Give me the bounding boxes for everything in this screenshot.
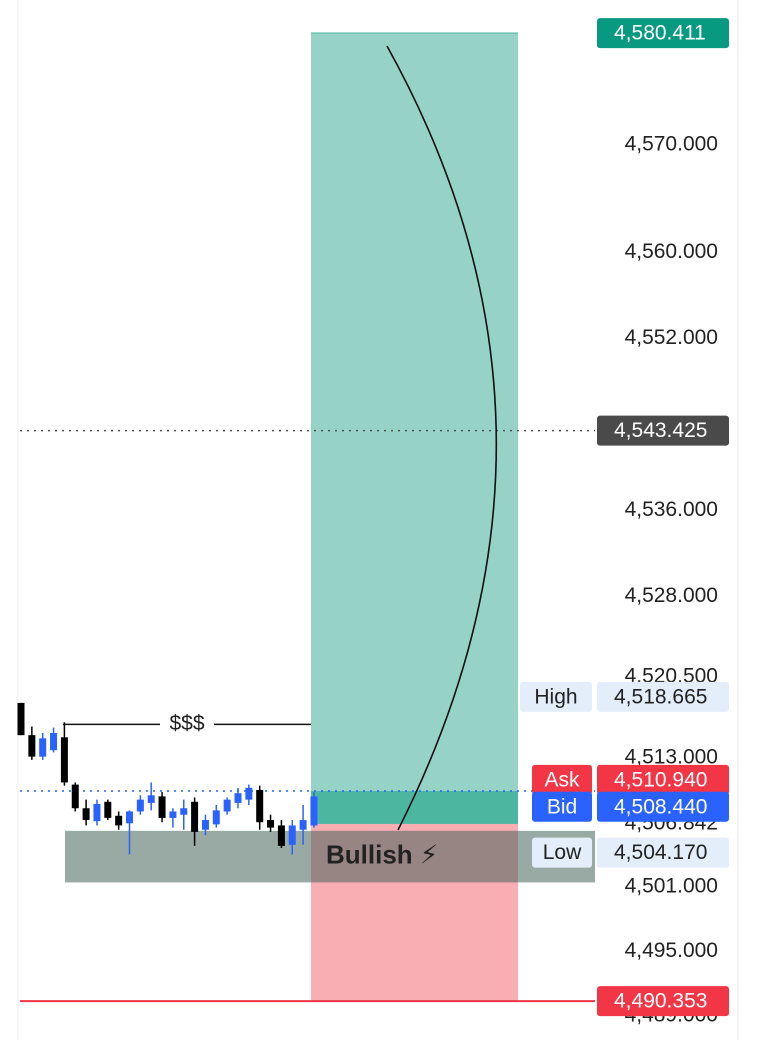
y-tick-label: 4,560.000 (625, 240, 718, 263)
price-tag (597, 415, 729, 446)
candle-body (104, 801, 112, 818)
price-tag-name-bg (532, 791, 592, 822)
price-tag (597, 837, 729, 868)
candle-body (158, 796, 166, 818)
candle-body (299, 820, 307, 830)
candle-body (28, 735, 36, 757)
y-tick-label: 4,570.000 (625, 133, 718, 156)
zone-label: Bullish ⚡ (326, 839, 438, 869)
candle-body (39, 738, 47, 757)
y-tick-label: 4,495.000 (625, 939, 718, 962)
liquidity-label-bg (160, 711, 214, 738)
y-tick-label: 4,501.000 (625, 874, 718, 897)
candle-body (234, 793, 242, 803)
liquidity-label: $$$ (169, 712, 204, 735)
candle-body (71, 784, 79, 809)
price-tag-name: Bid (547, 795, 577, 818)
price-tag-name: Ask (544, 768, 580, 791)
y-tick-label: 4,513.000 (625, 745, 718, 768)
candle-body (245, 787, 253, 800)
price-tag-label: 4,508.440 (614, 795, 707, 818)
price-tag (597, 986, 729, 1017)
candle-body (93, 803, 101, 822)
target-zone (311, 33, 518, 824)
price-tag-label: 4,543.425 (614, 419, 707, 442)
candle-body (60, 737, 68, 783)
drawn-curve (386, 45, 498, 831)
candle-body (180, 808, 188, 815)
y-tick-label: 4,528.000 (625, 584, 718, 607)
candle-body (288, 825, 296, 845)
candle-body (310, 796, 318, 826)
candle-body (267, 820, 275, 828)
y-tick-label: 4,536.000 (625, 498, 718, 521)
candle-body (201, 820, 209, 830)
candle-body (50, 732, 58, 751)
price-tag-label: 4,490.353 (614, 990, 707, 1013)
price-tag-name: Low (543, 841, 582, 864)
price-tag (597, 791, 729, 822)
candle-body (223, 799, 231, 812)
price-tag (597, 18, 729, 49)
price-tag-name-bg (532, 764, 592, 795)
candle-body (115, 815, 123, 826)
price-tag-name: High (534, 685, 577, 708)
price-tag-label: 4,580.411 (614, 22, 706, 45)
candle-body (277, 825, 285, 846)
price-tag-label: 4,510.940 (614, 768, 707, 791)
price-tag-name-bg (532, 837, 592, 868)
candle-body (82, 808, 90, 821)
candle-body (126, 811, 133, 824)
candle-body (191, 801, 199, 832)
candle-body (136, 799, 144, 812)
price-tag (597, 764, 729, 795)
price-tag-label: 4,518.665 (614, 685, 707, 708)
price-tag-name-bg (520, 681, 592, 712)
candle-body (147, 795, 155, 803)
candle-body (212, 810, 220, 825)
price-tag-label: 4,504.170 (614, 841, 707, 864)
y-tick-label: 4,552.000 (625, 326, 718, 349)
candle-body (256, 789, 264, 823)
candle-body (17, 702, 25, 736)
candle-body (169, 811, 177, 818)
price-tag (597, 681, 729, 712)
bullish-zone (65, 830, 595, 883)
